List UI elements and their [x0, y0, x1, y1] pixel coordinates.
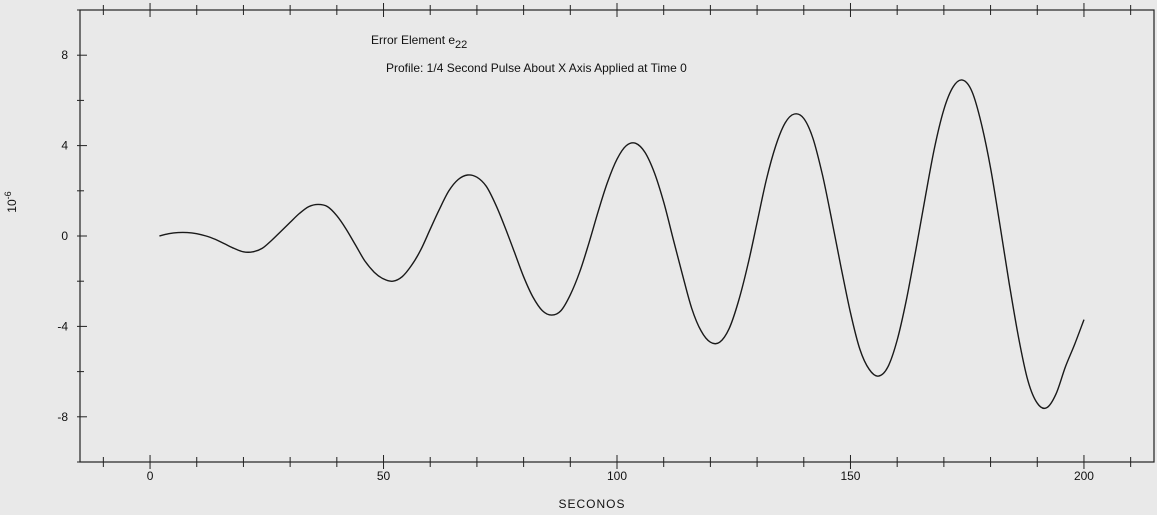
x-tick-label: 150 [840, 469, 860, 483]
x-tick-label: 0 [147, 469, 154, 483]
y-tick-label: 8 [61, 48, 68, 62]
plot-frame [79, 9, 1155, 463]
y-axis-title: 10-6 [3, 191, 19, 212]
y-tick-label: 0 [61, 229, 68, 243]
y-tick-label: -4 [57, 319, 68, 333]
y-tick-label: -8 [57, 410, 68, 424]
x-tick-label: 200 [1074, 469, 1094, 483]
x-axis-title: SECONOS [558, 497, 625, 511]
series-line [159, 79, 1085, 410]
x-tick-label: 50 [377, 469, 391, 483]
annotation-profile: Profile: 1/4 Second Pulse About X Axis A… [386, 61, 687, 75]
x-tick-labels: 0 50 100 150 200 [147, 469, 1095, 483]
annotation-error-element: Error Element e22 [371, 33, 467, 51]
y-tick-labels: 8 4 0 -4 -8 [57, 48, 68, 424]
tick-marks [77, 3, 1132, 469]
x-tick-label: 100 [607, 469, 627, 483]
y-tick-label: 4 [61, 139, 68, 153]
